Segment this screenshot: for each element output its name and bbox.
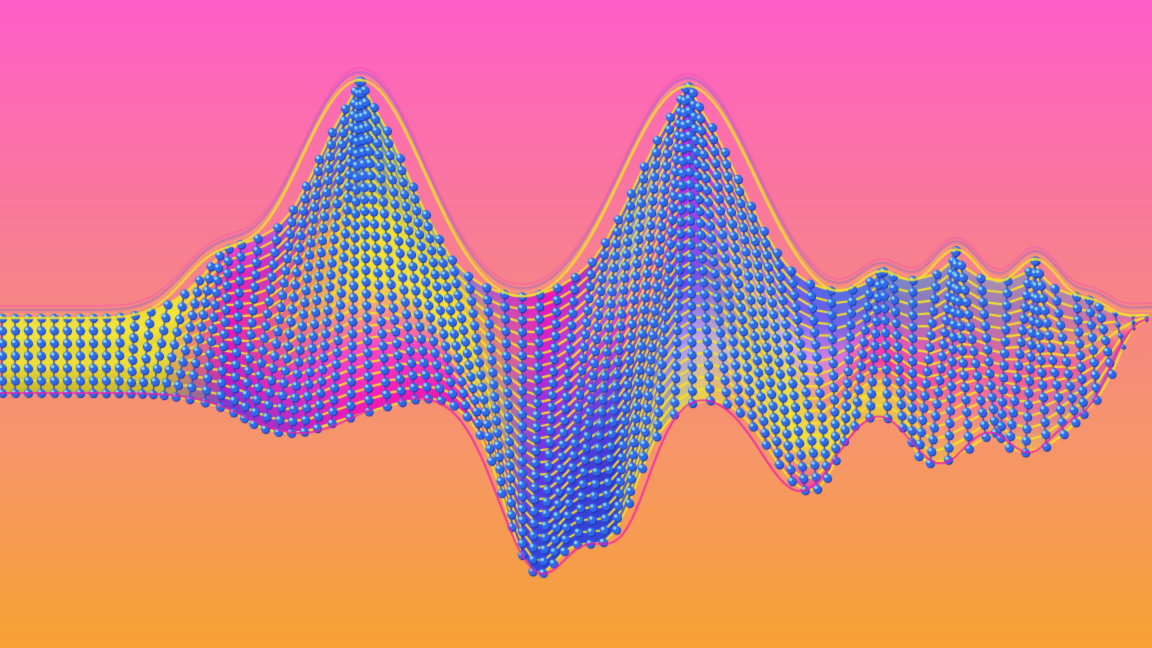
wave-artwork-canvas [0, 0, 1152, 648]
artwork-stage [0, 0, 1152, 648]
